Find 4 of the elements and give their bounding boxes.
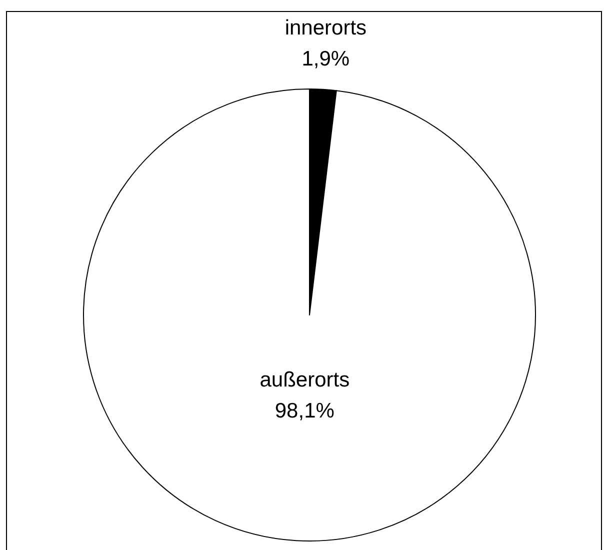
data-label: 1,9% xyxy=(302,48,350,71)
slice-label: innerorts xyxy=(284,16,367,40)
data-label: 98,1% xyxy=(274,400,334,423)
slice-label: außerorts xyxy=(260,368,350,392)
